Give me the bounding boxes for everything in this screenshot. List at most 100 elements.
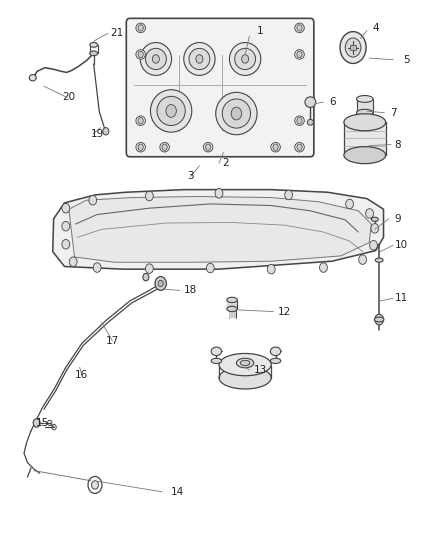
Ellipse shape (344, 147, 386, 164)
Text: 4: 4 (372, 23, 379, 33)
Text: 5: 5 (403, 55, 410, 64)
Ellipse shape (211, 347, 222, 356)
Ellipse shape (295, 23, 304, 33)
Text: 21: 21 (110, 28, 124, 38)
Ellipse shape (375, 258, 383, 262)
Bar (350, 45, 356, 50)
Circle shape (69, 257, 77, 266)
Circle shape (366, 209, 374, 218)
Text: 17: 17 (106, 336, 119, 346)
Text: 10: 10 (395, 240, 408, 251)
Ellipse shape (184, 43, 215, 75)
Ellipse shape (295, 116, 304, 125)
Ellipse shape (140, 43, 172, 75)
Circle shape (370, 240, 378, 250)
Text: 6: 6 (329, 97, 336, 107)
Text: 8: 8 (394, 140, 401, 150)
Circle shape (103, 127, 109, 135)
Ellipse shape (189, 49, 210, 70)
Circle shape (93, 263, 101, 272)
Ellipse shape (136, 23, 145, 33)
Circle shape (206, 263, 214, 273)
Circle shape (231, 107, 242, 120)
Circle shape (62, 239, 70, 249)
Text: 13: 13 (254, 365, 267, 375)
Ellipse shape (211, 358, 222, 364)
Ellipse shape (271, 142, 280, 152)
Ellipse shape (227, 306, 237, 312)
Circle shape (297, 51, 302, 58)
Ellipse shape (230, 43, 261, 75)
Bar (357, 99, 373, 113)
Text: 7: 7 (390, 108, 396, 118)
Ellipse shape (227, 297, 237, 303)
Ellipse shape (235, 49, 255, 70)
Polygon shape (69, 197, 371, 262)
Circle shape (152, 55, 159, 63)
Circle shape (143, 273, 149, 281)
Circle shape (242, 55, 249, 63)
Circle shape (196, 55, 203, 63)
Bar (227, 300, 237, 309)
Ellipse shape (371, 217, 378, 221)
Circle shape (62, 204, 70, 213)
Ellipse shape (237, 358, 254, 368)
Ellipse shape (219, 353, 271, 376)
Circle shape (166, 104, 177, 117)
Bar (344, 122, 386, 155)
Circle shape (359, 255, 367, 264)
Ellipse shape (222, 99, 251, 128)
Circle shape (285, 190, 293, 200)
Text: 15: 15 (36, 418, 49, 428)
Circle shape (33, 419, 40, 427)
Text: 18: 18 (184, 285, 198, 295)
Circle shape (62, 221, 70, 231)
Ellipse shape (305, 97, 316, 108)
Ellipse shape (295, 50, 304, 59)
Text: 3: 3 (187, 172, 194, 181)
Circle shape (297, 117, 302, 124)
Ellipse shape (219, 367, 271, 389)
Circle shape (340, 31, 366, 63)
Ellipse shape (90, 51, 98, 56)
Circle shape (138, 25, 143, 31)
Circle shape (145, 264, 153, 273)
Ellipse shape (270, 358, 281, 364)
Text: 11: 11 (395, 293, 408, 303)
Circle shape (346, 199, 353, 209)
Ellipse shape (295, 142, 304, 152)
Circle shape (371, 223, 379, 233)
Circle shape (267, 264, 275, 274)
Ellipse shape (270, 347, 281, 356)
Text: 9: 9 (394, 214, 401, 224)
Circle shape (215, 189, 223, 198)
Bar (229, 309, 236, 318)
Ellipse shape (357, 95, 373, 102)
Circle shape (320, 263, 327, 272)
Text: 12: 12 (278, 306, 291, 317)
Circle shape (297, 144, 302, 150)
Circle shape (205, 144, 211, 150)
Ellipse shape (157, 96, 185, 125)
Ellipse shape (357, 109, 373, 116)
FancyBboxPatch shape (126, 18, 314, 157)
Ellipse shape (150, 90, 192, 132)
Ellipse shape (203, 142, 213, 152)
Circle shape (138, 144, 143, 150)
Circle shape (273, 144, 278, 150)
Ellipse shape (136, 116, 145, 125)
Ellipse shape (216, 92, 257, 135)
Text: 16: 16 (75, 370, 88, 380)
Ellipse shape (160, 142, 170, 152)
Ellipse shape (374, 317, 384, 322)
Ellipse shape (136, 50, 145, 59)
Polygon shape (53, 190, 384, 269)
Text: 20: 20 (62, 92, 75, 102)
Ellipse shape (29, 75, 36, 81)
Circle shape (138, 51, 143, 58)
Text: 2: 2 (222, 158, 229, 168)
Circle shape (375, 314, 384, 325)
Ellipse shape (240, 360, 250, 366)
Circle shape (155, 277, 166, 290)
Circle shape (92, 481, 99, 489)
